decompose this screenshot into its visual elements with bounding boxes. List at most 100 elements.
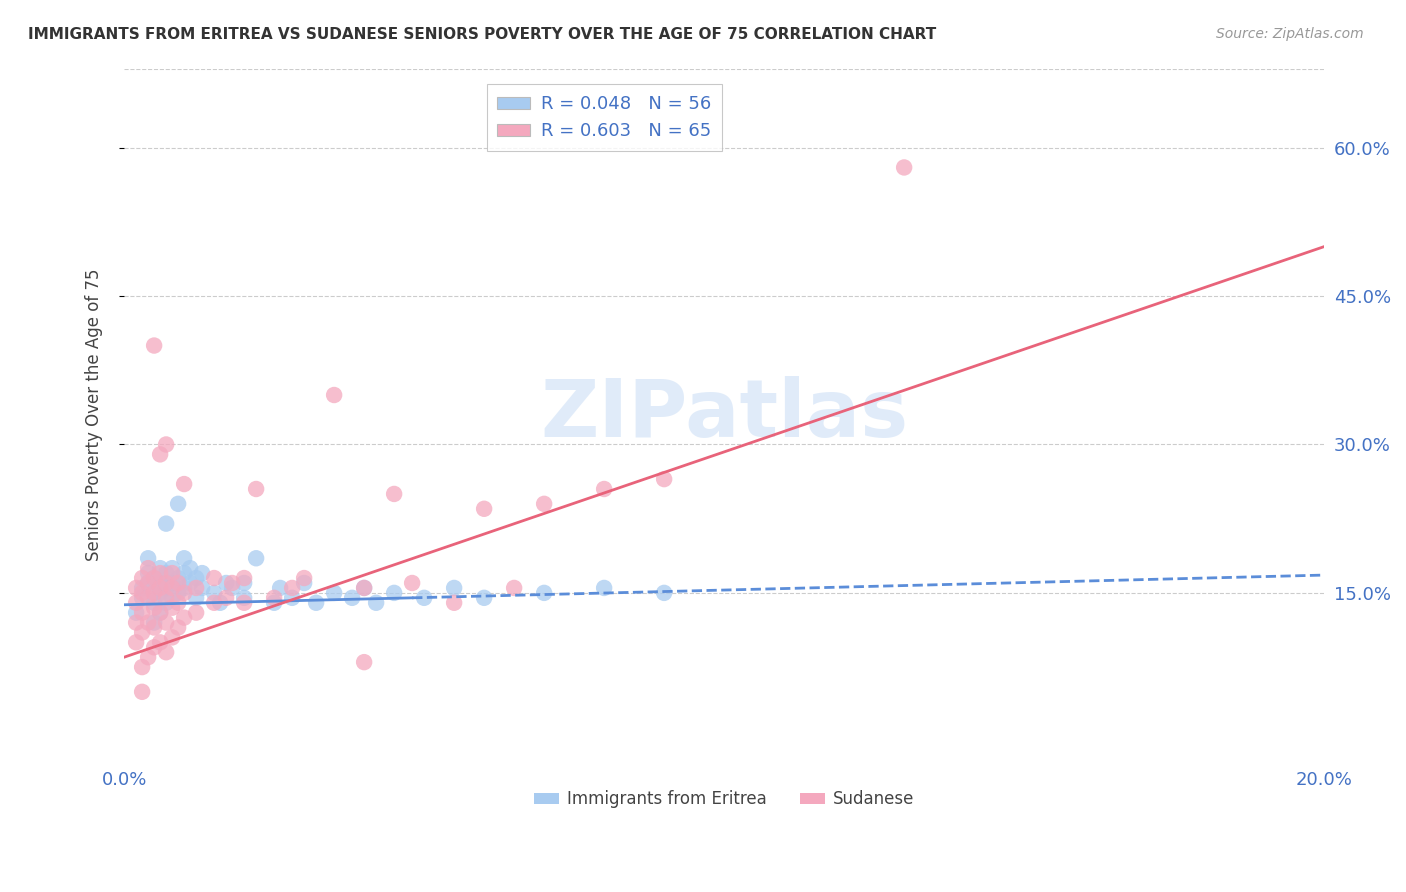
Point: [179, 561, 201, 575]
Point: [160, 581, 183, 595]
Point: [184, 591, 207, 605]
Point: [263, 596, 285, 610]
Point: [136, 615, 159, 630]
Point: [155, 576, 177, 591]
Point: [143, 586, 166, 600]
Point: [167, 576, 190, 591]
Point: [125, 581, 148, 595]
Text: Source: ZipAtlas.com: Source: ZipAtlas.com: [1216, 27, 1364, 41]
Point: [893, 161, 915, 175]
Point: [155, 615, 177, 630]
Point: [184, 606, 207, 620]
Point: [173, 566, 195, 580]
Point: [353, 581, 375, 595]
Point: [155, 645, 177, 659]
Point: [149, 606, 172, 620]
Point: [160, 600, 183, 615]
Point: [136, 576, 159, 591]
Point: [202, 586, 225, 600]
Point: [323, 586, 346, 600]
Point: [155, 566, 177, 580]
Point: [125, 635, 148, 649]
Point: [281, 591, 304, 605]
Point: [443, 596, 465, 610]
Point: [533, 586, 555, 600]
Point: [136, 650, 159, 665]
Point: [593, 581, 616, 595]
Point: [401, 576, 423, 591]
Point: [184, 581, 207, 595]
Point: [125, 596, 148, 610]
Point: [143, 338, 166, 352]
Point: [125, 606, 148, 620]
Point: [167, 571, 190, 585]
Point: [131, 586, 153, 600]
Text: ZIPatlas: ZIPatlas: [540, 376, 908, 454]
Point: [131, 606, 153, 620]
Point: [191, 566, 214, 580]
Point: [131, 591, 153, 605]
Point: [233, 576, 256, 591]
Point: [233, 596, 256, 610]
Point: [292, 571, 315, 585]
Point: [263, 591, 285, 605]
Point: [215, 591, 238, 605]
Point: [292, 576, 315, 591]
Point: [149, 586, 172, 600]
Point: [136, 566, 159, 580]
Point: [652, 586, 675, 600]
Point: [233, 591, 256, 605]
Point: [173, 610, 195, 624]
Point: [155, 516, 177, 531]
Point: [233, 571, 256, 585]
Point: [533, 497, 555, 511]
Point: [143, 620, 166, 634]
Point: [167, 497, 190, 511]
Point: [143, 586, 166, 600]
Point: [323, 388, 346, 402]
Point: [173, 551, 195, 566]
Point: [136, 591, 159, 605]
Point: [305, 596, 328, 610]
Point: [160, 566, 183, 580]
Point: [221, 581, 243, 595]
Point: [173, 581, 195, 595]
Point: [593, 482, 616, 496]
Point: [382, 586, 405, 600]
Point: [160, 576, 183, 591]
Point: [160, 561, 183, 575]
Point: [202, 596, 225, 610]
Point: [366, 596, 388, 610]
Y-axis label: Seniors Poverty Over the Age of 75: Seniors Poverty Over the Age of 75: [86, 268, 103, 561]
Point: [125, 615, 148, 630]
Point: [472, 591, 495, 605]
Point: [143, 596, 166, 610]
Point: [155, 437, 177, 451]
Point: [143, 571, 166, 585]
Point: [155, 596, 177, 610]
Legend: Immigrants from Eritrea, Sudanese: Immigrants from Eritrea, Sudanese: [527, 784, 921, 815]
Point: [131, 581, 153, 595]
Point: [173, 586, 195, 600]
Point: [160, 591, 183, 605]
Point: [160, 631, 183, 645]
Point: [131, 571, 153, 585]
Point: [143, 615, 166, 630]
Point: [221, 576, 243, 591]
Point: [202, 571, 225, 585]
Point: [353, 655, 375, 669]
Point: [131, 685, 153, 699]
Point: [143, 640, 166, 655]
Point: [443, 581, 465, 595]
Point: [143, 571, 166, 585]
Point: [149, 581, 172, 595]
Point: [136, 561, 159, 575]
Point: [173, 477, 195, 491]
Point: [215, 576, 238, 591]
Point: [149, 606, 172, 620]
Point: [340, 591, 363, 605]
Point: [413, 591, 436, 605]
Point: [149, 635, 172, 649]
Point: [191, 581, 214, 595]
Point: [149, 576, 172, 591]
